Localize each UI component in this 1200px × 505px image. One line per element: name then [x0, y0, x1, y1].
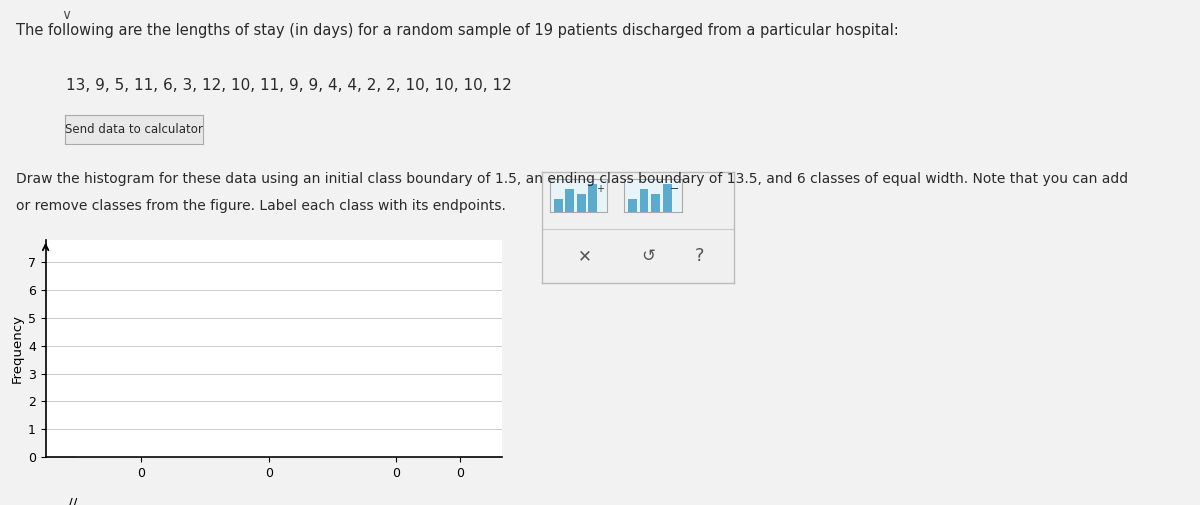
- Text: ✕: ✕: [577, 247, 592, 265]
- Text: ↺: ↺: [641, 247, 655, 265]
- Bar: [640, 189, 648, 212]
- Bar: [652, 194, 660, 212]
- Text: ?: ?: [695, 247, 704, 265]
- Text: The following are the lengths of stay (in days) for a random sample of 19 patien: The following are the lengths of stay (i…: [16, 23, 899, 38]
- Y-axis label: Frequency: Frequency: [11, 314, 24, 383]
- Text: //: //: [68, 496, 77, 505]
- Text: 13, 9, 5, 11, 6, 3, 12, 10, 11, 9, 9, 4, 4, 2, 2, 10, 10, 10, 12: 13, 9, 5, 11, 6, 3, 12, 10, 11, 9, 9, 4,…: [66, 78, 511, 93]
- Bar: [629, 199, 637, 212]
- Text: +: +: [596, 184, 605, 194]
- Bar: [554, 199, 563, 212]
- Text: Draw the histogram for these data using an initial class boundary of 1.5, an end: Draw the histogram for these data using …: [16, 172, 1128, 186]
- Bar: [577, 194, 586, 212]
- Text: ∨: ∨: [61, 8, 71, 22]
- Text: Send data to calculator: Send data to calculator: [65, 123, 203, 136]
- Text: −: −: [670, 184, 679, 194]
- Bar: [662, 184, 672, 212]
- Text: or remove classes from the figure. Label each class with its endpoints.: or remove classes from the figure. Label…: [16, 199, 505, 214]
- Bar: [565, 189, 574, 212]
- Bar: [588, 184, 598, 212]
